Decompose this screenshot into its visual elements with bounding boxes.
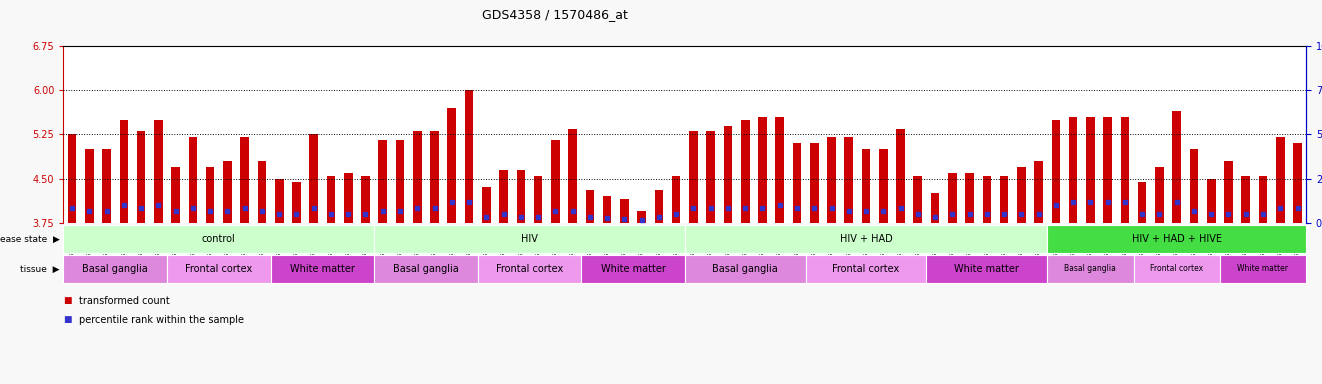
Text: HIV: HIV	[521, 234, 538, 244]
Bar	[1068, 117, 1077, 223]
Bar	[119, 120, 128, 223]
Bar	[896, 129, 904, 223]
Bar	[1276, 137, 1285, 223]
Bar	[1034, 161, 1043, 223]
Bar	[1087, 117, 1095, 223]
Bar	[361, 175, 370, 223]
Bar	[931, 193, 940, 223]
Bar	[706, 131, 715, 223]
Bar	[1104, 117, 1112, 223]
Bar	[879, 149, 887, 223]
Bar	[810, 143, 818, 223]
Bar	[344, 173, 353, 223]
Bar	[862, 149, 870, 223]
Bar	[845, 137, 853, 223]
Bar	[430, 131, 439, 223]
Bar	[740, 120, 750, 223]
Bar	[793, 143, 801, 223]
Bar	[534, 175, 542, 223]
Bar	[828, 137, 836, 223]
Bar	[1138, 182, 1146, 223]
Bar	[102, 149, 111, 223]
Bar	[914, 175, 923, 223]
Text: White matter: White matter	[954, 264, 1019, 274]
Bar	[776, 117, 784, 223]
Bar	[1051, 120, 1060, 223]
Bar	[965, 173, 974, 223]
Bar	[1241, 175, 1251, 223]
Bar	[654, 190, 664, 223]
Bar	[672, 175, 681, 223]
Text: disease state  ▶: disease state ▶	[0, 235, 59, 243]
Bar	[517, 170, 525, 223]
Bar	[1293, 143, 1302, 223]
Bar	[309, 134, 319, 223]
Bar	[568, 129, 576, 223]
Text: Frontal cortex: Frontal cortex	[185, 264, 253, 274]
Bar	[586, 190, 594, 223]
Bar	[603, 196, 612, 223]
Bar	[465, 90, 473, 223]
Text: GDS4358 / 1570486_at: GDS4358 / 1570486_at	[483, 8, 628, 21]
Text: Basal ganglia: Basal ganglia	[1064, 265, 1116, 273]
Text: Basal ganglia: Basal ganglia	[393, 264, 459, 274]
Text: HIV + HAD: HIV + HAD	[839, 234, 892, 244]
Bar	[620, 199, 629, 223]
Text: transformed count: transformed count	[79, 296, 171, 306]
Bar	[292, 182, 301, 223]
Bar	[378, 140, 387, 223]
Bar	[1155, 167, 1163, 223]
Text: HIV + HAD + HIVE: HIV + HAD + HIVE	[1132, 234, 1222, 244]
Text: percentile rank within the sample: percentile rank within the sample	[79, 315, 245, 325]
Bar	[172, 167, 180, 223]
Bar	[1121, 117, 1129, 223]
Bar	[723, 126, 732, 223]
Text: Frontal cortex: Frontal cortex	[496, 264, 563, 274]
Bar	[637, 211, 646, 223]
Bar	[999, 175, 1009, 223]
Bar	[447, 108, 456, 223]
Bar	[327, 175, 336, 223]
Text: Basal ganglia: Basal ganglia	[713, 264, 779, 274]
Bar	[412, 131, 422, 223]
Text: Frontal cortex: Frontal cortex	[833, 264, 900, 274]
Text: ■: ■	[63, 296, 71, 305]
Bar	[689, 131, 698, 223]
Bar	[67, 134, 77, 223]
Text: White matter: White matter	[290, 264, 354, 274]
Bar	[483, 187, 490, 223]
Text: White matter: White matter	[600, 264, 665, 274]
Bar	[1207, 179, 1215, 223]
Bar	[136, 131, 145, 223]
Text: tissue  ▶: tissue ▶	[20, 265, 59, 273]
Bar	[1017, 167, 1026, 223]
Bar	[258, 161, 266, 223]
Bar	[982, 175, 992, 223]
Bar	[275, 179, 283, 223]
Bar	[206, 167, 214, 223]
Bar	[551, 140, 559, 223]
Bar	[155, 120, 163, 223]
Bar	[758, 117, 767, 223]
Text: White matter: White matter	[1237, 265, 1289, 273]
Bar	[241, 137, 249, 223]
Text: Basal ganglia: Basal ganglia	[82, 264, 148, 274]
Bar	[1173, 111, 1181, 223]
Bar	[1224, 161, 1233, 223]
Text: Frontal cortex: Frontal cortex	[1150, 265, 1203, 273]
Bar	[948, 173, 957, 223]
Text: ■: ■	[63, 315, 71, 324]
Bar	[223, 161, 231, 223]
Bar	[1259, 175, 1268, 223]
Text: control: control	[202, 234, 235, 244]
Bar	[189, 137, 197, 223]
Bar	[500, 170, 508, 223]
Bar	[395, 140, 405, 223]
Bar	[1190, 149, 1198, 223]
Bar	[85, 149, 94, 223]
